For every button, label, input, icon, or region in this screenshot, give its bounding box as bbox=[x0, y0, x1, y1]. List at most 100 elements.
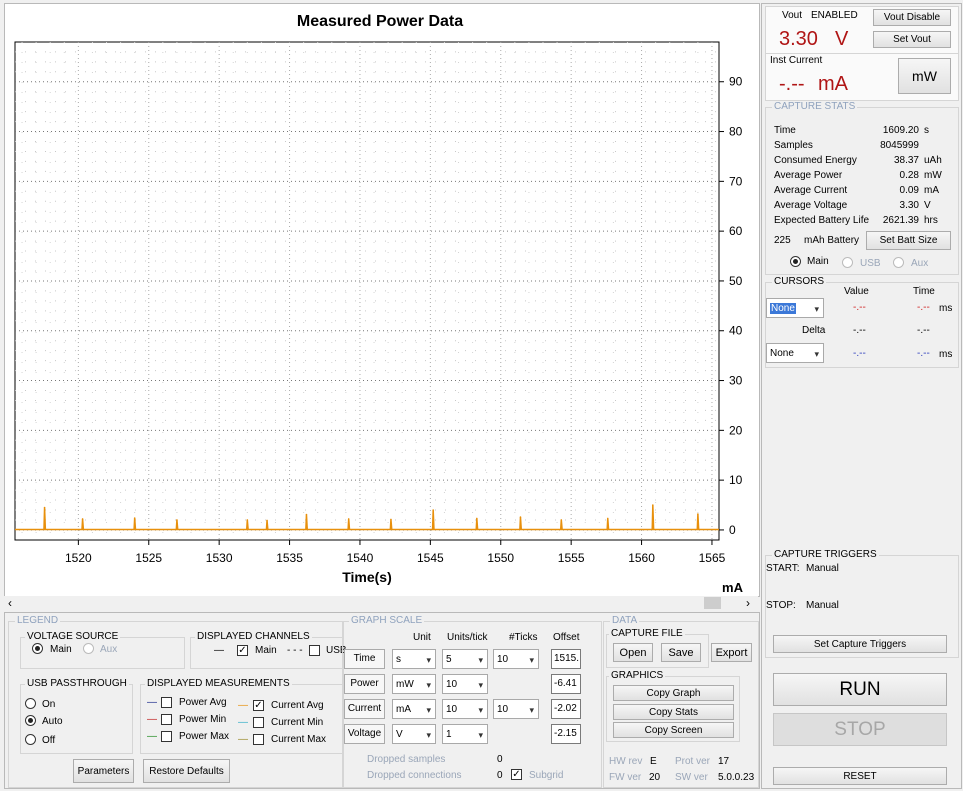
stat-unit: V bbox=[924, 200, 931, 211]
gs-power-offset-input[interactable]: -6.41 bbox=[551, 674, 581, 694]
trace-spike-point bbox=[476, 517, 478, 520]
stop-button[interactable]: STOP bbox=[773, 713, 947, 746]
displayed-channels-title: DISPLAYED CHANNELS bbox=[195, 631, 312, 643]
parameters-button[interactable]: Parameters bbox=[73, 759, 134, 783]
data-group: DATA bbox=[603, 615, 759, 788]
battery-label: mAh Battery bbox=[804, 235, 860, 246]
graphics-group: GRAPHICS bbox=[606, 670, 740, 742]
y-tick-label: 80 bbox=[729, 125, 743, 139]
vout-status: ENABLED bbox=[811, 10, 858, 21]
copy-graph-button[interactable]: Copy Graph bbox=[613, 685, 734, 701]
power-avg-checkbox[interactable] bbox=[161, 697, 172, 708]
copy-stats-button[interactable]: Copy Stats bbox=[613, 704, 734, 720]
voltage-source-aux-radio[interactable] bbox=[83, 643, 94, 654]
power-min-checkbox[interactable] bbox=[161, 714, 172, 725]
gs-power-upt-select[interactable]: 10 ▾ bbox=[442, 674, 488, 694]
y-tick-label: 0 bbox=[729, 523, 736, 537]
mw-toggle-button[interactable]: mW bbox=[898, 58, 951, 94]
chevron-left-icon[interactable]: ‹ bbox=[8, 596, 12, 610]
usb-on-radio[interactable] bbox=[25, 698, 36, 709]
gs-time-ticks-select[interactable]: 10 ▾ bbox=[493, 649, 539, 669]
channel-usb-line-icon: - - - bbox=[287, 645, 303, 656]
chevron-down-icon: ▾ bbox=[814, 349, 819, 359]
scrollbar-thumb[interactable] bbox=[704, 597, 721, 609]
gs-voltage-unit-value: V bbox=[396, 729, 403, 740]
usb-auto-radio[interactable] bbox=[25, 715, 36, 726]
current-min-checkbox[interactable] bbox=[253, 717, 264, 728]
channel-usb-checkbox[interactable] bbox=[309, 645, 320, 656]
vout-label: Vout bbox=[782, 10, 803, 21]
usb-off-radio[interactable] bbox=[25, 734, 36, 745]
channel-usb-label: USB bbox=[860, 258, 881, 269]
channel-aux-radio[interactable] bbox=[893, 257, 904, 268]
current-avg-checkbox[interactable]: ✓ bbox=[253, 700, 264, 711]
cursor2-select[interactable]: None ▾ bbox=[766, 343, 824, 363]
chevron-down-icon: ▾ bbox=[814, 304, 819, 314]
copy-screen-button[interactable]: Copy Screen bbox=[613, 722, 734, 738]
chevron-down-icon: ▾ bbox=[529, 705, 534, 715]
x-tick-label: 1520 bbox=[65, 551, 92, 565]
horizontal-scrollbar[interactable]: ‹ › bbox=[4, 596, 758, 610]
gs-voltage-unit-select[interactable]: V ▾ bbox=[392, 724, 436, 744]
gs-row-current-label: Current bbox=[344, 699, 385, 719]
channel-usb-radio[interactable] bbox=[842, 257, 853, 268]
cursor2-unit: ms bbox=[939, 349, 953, 360]
voltage-source-main-radio[interactable] bbox=[32, 643, 43, 654]
gs-current-offset-input[interactable]: -2.02 bbox=[551, 699, 581, 719]
legend-title: LEGEND bbox=[15, 615, 61, 627]
capture-triggers-group: CAPTURE TRIGGERS bbox=[765, 549, 959, 658]
gs-time-unit-select[interactable]: s ▾ bbox=[392, 649, 436, 669]
fw-ver-value: 20 bbox=[649, 772, 661, 783]
displayed-measurements-group: DISPLAYED MEASUREMENTS bbox=[140, 678, 344, 754]
cursor1-select[interactable]: None ▾ bbox=[766, 298, 824, 318]
y-tick-label: 10 bbox=[729, 473, 743, 487]
current-avg-line-icon: — bbox=[238, 700, 248, 711]
gs-voltage-offset-input[interactable]: -2.15 bbox=[551, 724, 581, 744]
voltage-source-main-label: Main bbox=[50, 644, 72, 655]
channel-main-checkbox[interactable]: ✓ bbox=[237, 645, 248, 656]
gs-current-ticks-select[interactable]: 10 ▾ bbox=[493, 699, 539, 719]
gs-current-upt-select[interactable]: 10 ▾ bbox=[442, 699, 488, 719]
voltage-source-group: VOLTAGE SOURCE bbox=[20, 631, 185, 669]
y-tick-label: 60 bbox=[729, 224, 743, 238]
current-max-checkbox[interactable] bbox=[253, 734, 264, 745]
trace-spike-point bbox=[246, 519, 249, 521]
export-button[interactable]: Export bbox=[711, 643, 752, 662]
power-chart[interactable]: Measured Power Data 1520 1525 1530 1535 1540… bbox=[5, 4, 759, 596]
save-button[interactable]: Save bbox=[661, 643, 701, 662]
gs-voltage-upt-value: 1 bbox=[446, 729, 452, 740]
hw-rev-label: HW rev bbox=[609, 756, 643, 767]
gs-time-offset-input[interactable]: 1515. bbox=[551, 649, 581, 669]
run-button[interactable]: RUN bbox=[773, 673, 947, 706]
gs-time-upt-value: 5 bbox=[446, 654, 452, 665]
trace-spike-point bbox=[133, 517, 136, 519]
set-vout-button[interactable]: Set Vout bbox=[873, 31, 951, 48]
y-tick-label: 90 bbox=[729, 75, 743, 89]
stat-unit: mW bbox=[924, 170, 942, 181]
channel-main-radio[interactable] bbox=[790, 256, 801, 267]
trace-spike-point bbox=[390, 518, 392, 521]
stat-value: 0.09 bbox=[899, 185, 919, 196]
set-capture-triggers-button[interactable]: Set Capture Triggers bbox=[773, 635, 947, 653]
set-batt-size-button[interactable]: Set Batt Size bbox=[866, 231, 951, 250]
inst-current-label: Inst Current bbox=[770, 55, 823, 66]
gs-time-upt-select[interactable]: 5 ▾ bbox=[442, 649, 488, 669]
stat-value: 0.28 bbox=[899, 170, 919, 181]
trace-spike-point bbox=[176, 519, 178, 521]
plot-area bbox=[14, 41, 720, 541]
restore-defaults-button[interactable]: Restore Defaults bbox=[143, 759, 230, 783]
gs-voltage-upt-select[interactable]: 1 ▾ bbox=[442, 724, 488, 744]
trace-spike-point bbox=[347, 518, 350, 520]
vout-disable-button[interactable]: Vout Disable bbox=[873, 9, 951, 26]
chevron-right-icon[interactable]: › bbox=[746, 596, 750, 610]
subgrid-checkbox[interactable]: ✓ bbox=[511, 769, 522, 780]
gs-current-unit-select[interactable]: mA ▾ bbox=[392, 699, 436, 719]
cursor1-value: -.-- bbox=[853, 302, 866, 313]
usb-auto-label: Auto bbox=[42, 716, 63, 727]
reset-button[interactable]: RESET bbox=[773, 767, 947, 785]
gs-power-unit-select[interactable]: mW ▾ bbox=[392, 674, 436, 694]
x-tick-label: 1530 bbox=[206, 551, 233, 565]
cursor1-select-value: None bbox=[770, 303, 796, 314]
power-max-checkbox[interactable] bbox=[161, 731, 172, 742]
open-button[interactable]: Open bbox=[613, 643, 653, 662]
